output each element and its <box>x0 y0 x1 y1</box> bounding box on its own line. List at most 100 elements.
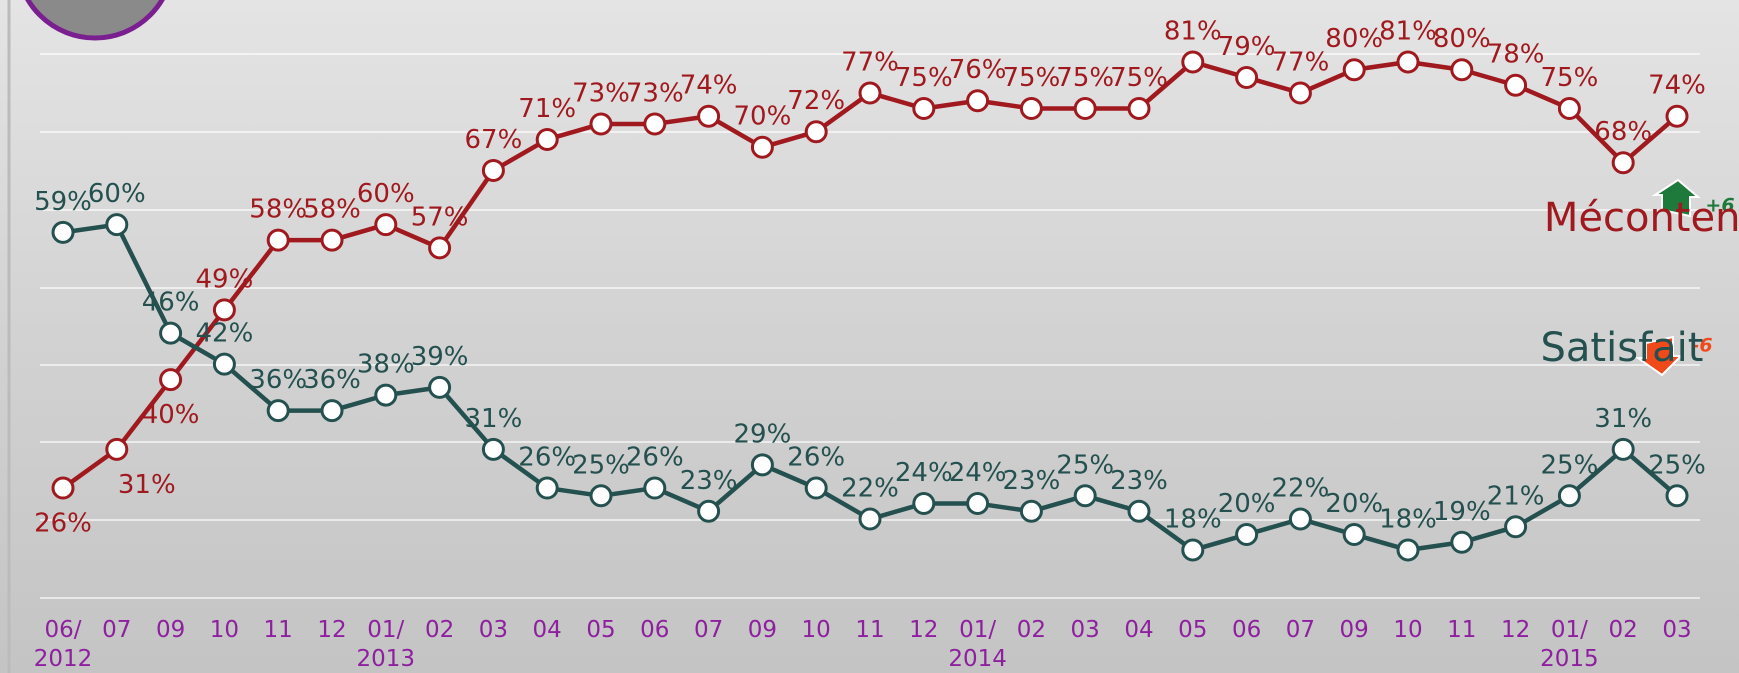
x-tick-label: 02 <box>1593 616 1653 645</box>
marker <box>591 114 611 134</box>
marker <box>645 478 665 498</box>
x-tick-label: 10 <box>1378 616 1438 645</box>
legend-label: Satisfait <box>1541 325 1704 371</box>
value-label: 25% <box>1056 450 1114 480</box>
marker <box>1559 98 1579 118</box>
x-tick-label: 11 <box>248 616 308 645</box>
marker <box>1506 75 1526 95</box>
marker <box>1398 540 1418 560</box>
value-label: 22% <box>1272 474 1330 504</box>
value-label: 80% <box>1433 24 1491 54</box>
value-label: 26% <box>787 443 845 473</box>
value-label: 73% <box>626 78 684 108</box>
marker <box>1290 83 1310 103</box>
value-label: 18% <box>1379 505 1437 535</box>
marker <box>1506 517 1526 537</box>
value-label: 77% <box>1272 47 1330 77</box>
marker <box>214 300 234 320</box>
marker <box>161 323 181 343</box>
marker <box>1129 501 1149 521</box>
value-label: 23% <box>680 466 738 496</box>
value-label: 42% <box>196 319 254 349</box>
marker <box>214 354 234 374</box>
value-label: 25% <box>1648 450 1706 480</box>
value-label: 36% <box>303 365 361 395</box>
value-label: 31% <box>1594 404 1652 434</box>
value-label: 23% <box>1003 466 1061 496</box>
x-tick-label: 12 <box>894 616 954 645</box>
value-label: 74% <box>1648 71 1706 101</box>
x-tick-label: 07 <box>679 616 739 645</box>
value-label: 20% <box>1218 489 1276 519</box>
value-label: 75% <box>1003 63 1061 93</box>
marker <box>1613 153 1633 173</box>
marker <box>1559 486 1579 506</box>
value-label: 29% <box>734 419 792 449</box>
value-label: 81% <box>1379 16 1437 46</box>
marker <box>430 377 450 397</box>
marker <box>1667 486 1687 506</box>
value-label: 26% <box>34 509 92 539</box>
marker <box>268 401 288 421</box>
value-label: 23% <box>1110 466 1168 496</box>
marker <box>1183 52 1203 72</box>
value-label: 38% <box>357 350 415 380</box>
value-label: 26% <box>518 443 576 473</box>
value-label: 75% <box>895 63 953 93</box>
marker <box>914 98 934 118</box>
marker <box>537 129 557 149</box>
value-label: 22% <box>841 474 899 504</box>
marker <box>591 486 611 506</box>
marker <box>1237 525 1257 545</box>
marker <box>1344 525 1364 545</box>
marker <box>752 137 772 157</box>
marker <box>107 215 127 235</box>
x-tick-label: 01/ 2014 <box>948 616 1008 673</box>
x-tick-label: 01/ 2013 <box>356 616 416 673</box>
x-tick-label: 02 <box>1001 616 1061 645</box>
x-tick-label: 10 <box>786 616 846 645</box>
x-tick-label: 07 <box>87 616 147 645</box>
marker <box>860 83 880 103</box>
marker <box>806 478 826 498</box>
x-tick-label: 11 <box>840 616 900 645</box>
value-label: 72% <box>787 86 845 116</box>
value-label: 79% <box>1218 32 1276 62</box>
marker <box>322 230 342 250</box>
x-tick-label: 05 <box>571 616 631 645</box>
marker <box>1237 67 1257 87</box>
marker <box>752 455 772 475</box>
marker <box>322 401 342 421</box>
x-tick-label: 03 <box>1647 616 1707 645</box>
value-label: 21% <box>1487 481 1545 511</box>
value-label: 74% <box>680 71 738 101</box>
value-label: 25% <box>572 450 630 480</box>
marker <box>1667 106 1687 126</box>
x-tick-label: 04 <box>517 616 577 645</box>
value-label: 71% <box>518 94 576 124</box>
marker <box>537 478 557 498</box>
value-label: 60% <box>88 179 146 209</box>
marker <box>860 509 880 529</box>
value-label: 39% <box>411 342 469 372</box>
x-tick-label: 02 <box>410 616 470 645</box>
marker <box>1129 98 1149 118</box>
marker <box>1075 98 1095 118</box>
value-label: 77% <box>841 47 899 77</box>
marker <box>699 106 719 126</box>
marker <box>483 439 503 459</box>
value-label: 40% <box>142 400 200 430</box>
chart: +6 -6 26%31%40%49%58%58%60%57%67%71%73%7… <box>0 0 1739 673</box>
marker <box>107 439 127 459</box>
marker <box>1452 532 1472 552</box>
value-label: 26% <box>626 443 684 473</box>
plot: +6 -6 26%31%40%49%58%58%60%57%67%71%73%7… <box>0 0 1739 673</box>
value-label: 59% <box>34 187 92 217</box>
marker <box>53 222 73 242</box>
legend-label: Mécontent <box>1544 195 1739 241</box>
marker <box>968 91 988 111</box>
value-label: 75% <box>1056 63 1114 93</box>
marker <box>1452 60 1472 80</box>
x-tick-label: 12 <box>1486 616 1546 645</box>
value-label: 49% <box>196 264 254 294</box>
